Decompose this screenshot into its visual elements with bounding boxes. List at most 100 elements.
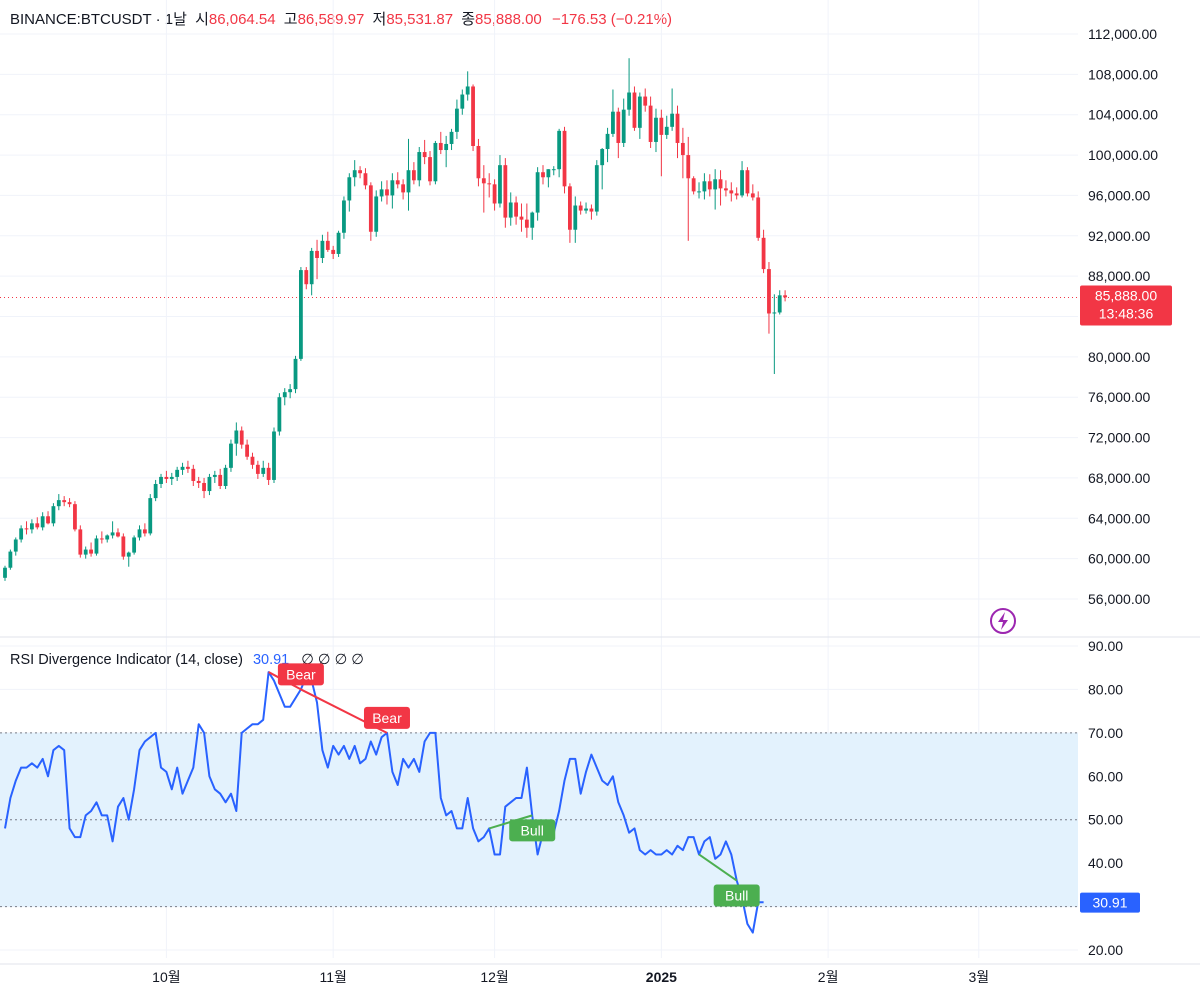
candle-body <box>476 145 481 179</box>
price-axis-tick: 108,000.00 <box>1088 66 1158 82</box>
candle-body <box>713 179 718 190</box>
candle-body <box>8 551 13 568</box>
price-axis-tick: 72,000.00 <box>1088 430 1150 446</box>
candle <box>600 148 605 190</box>
candle <box>390 173 395 209</box>
candle <box>180 462 185 475</box>
candle <box>745 167 750 197</box>
candle-body <box>411 170 416 181</box>
candle <box>777 290 782 315</box>
bear-label-box <box>363 706 410 729</box>
candle <box>481 165 486 213</box>
candle-body <box>212 474 217 477</box>
candle-body <box>664 126 669 135</box>
candle <box>239 426 244 449</box>
candle-body <box>745 170 750 194</box>
candle-body <box>395 180 400 185</box>
candle-body <box>562 130 567 187</box>
candle-body <box>352 170 357 178</box>
bull-label-text: Bull <box>521 822 544 838</box>
candle-body <box>422 152 427 158</box>
candle <box>471 84 475 152</box>
candle-body <box>304 270 309 285</box>
price-axis-tick: 88,000.00 <box>1088 268 1150 284</box>
candle <box>51 503 56 527</box>
candle <box>449 128 454 151</box>
candle <box>293 355 298 394</box>
candle <box>245 439 249 460</box>
candle-body <box>643 96 648 106</box>
candle <box>718 170 723 206</box>
symbol-name[interactable]: BINANCE:BTCUSDT · 1날 <box>10 11 187 28</box>
price-axis-tick: 60,000.00 <box>1088 551 1150 567</box>
candle-body <box>223 467 228 486</box>
candle <box>368 182 373 241</box>
candle <box>568 183 572 243</box>
candle-body <box>293 358 298 390</box>
candle <box>261 460 266 477</box>
rsi-axis-tick: 20.00 <box>1088 942 1123 958</box>
candle-body <box>56 500 61 507</box>
candle <box>309 247 314 296</box>
candle-body <box>309 250 314 285</box>
candle <box>159 473 163 489</box>
candle-body <box>266 467 271 480</box>
lightning-bolt-icon[interactable] <box>990 608 1016 634</box>
candle-body <box>471 86 475 146</box>
candle <box>546 169 551 188</box>
time-axis-tick: 10월 <box>152 969 180 985</box>
candle <box>611 89 615 137</box>
candle <box>541 165 545 185</box>
candle <box>105 534 110 543</box>
candle <box>422 139 427 165</box>
candle-body <box>299 270 303 359</box>
candle-body <box>557 130 562 170</box>
price-axis-tick: 112,000.00 <box>1088 26 1157 42</box>
last-price-badge-bg <box>1080 285 1172 326</box>
candle-body <box>250 456 255 465</box>
bull-label-box <box>713 884 760 907</box>
candle-body <box>514 202 518 217</box>
rsi-axis-tick: 80.00 <box>1088 681 1123 697</box>
candle <box>411 162 416 185</box>
candle-body <box>83 549 88 555</box>
candle-body <box>51 506 56 524</box>
candle-body <box>546 169 551 178</box>
candle <box>455 99 459 139</box>
candle-body <box>697 191 701 193</box>
candle <box>621 98 626 147</box>
candle <box>116 528 120 538</box>
candle <box>519 203 524 232</box>
price-axis-tick: 56,000.00 <box>1088 591 1150 607</box>
price-axis-tick: 100,000.00 <box>1088 147 1158 163</box>
candle-body <box>89 549 93 554</box>
price-axis-tick: 64,000.00 <box>1088 510 1150 526</box>
candle-body <box>390 180 395 196</box>
candle-body <box>783 295 787 298</box>
candle <box>191 464 196 486</box>
candle <box>406 138 411 211</box>
low-value: 85,531.87 <box>386 11 454 28</box>
candle <box>465 71 470 101</box>
bear-label-text: Bear <box>372 710 402 726</box>
candle <box>761 229 766 274</box>
candle-body <box>13 539 18 552</box>
candle-body <box>40 516 45 528</box>
candle-body <box>578 205 583 211</box>
price-axis-tick: 68,000.00 <box>1088 470 1150 486</box>
candle-body <box>481 178 486 184</box>
candle-body <box>637 96 642 128</box>
bull-divergence-line <box>698 853 738 882</box>
candle-body <box>777 295 782 313</box>
candle <box>648 96 653 149</box>
candle-body <box>756 197 761 238</box>
price-axis-tick: 104,000.00 <box>1088 107 1158 123</box>
candle-body <box>734 193 739 196</box>
candle-body <box>670 113 675 127</box>
candle <box>315 239 319 280</box>
candle <box>40 512 45 531</box>
candle <box>428 151 432 186</box>
candle <box>476 138 481 187</box>
candle <box>557 128 562 178</box>
